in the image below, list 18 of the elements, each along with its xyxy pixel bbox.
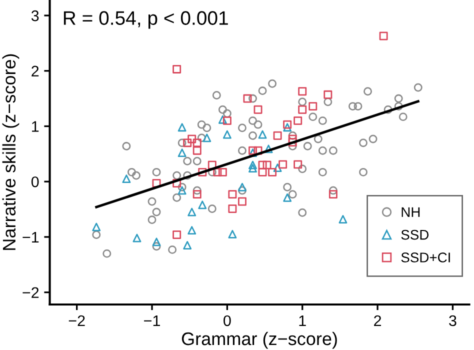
x-tick-label: 0 [224,315,231,326]
x-tick-label: −1 [144,315,160,326]
legend-label: SSD+CI [401,252,450,262]
y-axis-title: Narrative skills (z−score) [2,54,20,250]
y-tick-label: 1 [32,121,39,132]
x-tick-label: 3 [449,315,456,326]
y-tick-label: 0 [31,176,39,188]
legend-label: SSD [401,230,429,240]
x-tick-label: 1 [299,315,306,326]
legend-label: NH [402,207,420,217]
x-tick-label: 2 [374,315,382,326]
y-tick-label: −1 [22,232,39,242]
y-tick-label: −2 [22,287,39,298]
annotation: R = 0.54, p < 0.001 [64,11,228,29]
x-axis-title: Grammar (z−score) [182,332,337,349]
x-tick-label: −2 [68,315,85,326]
y-tick-label: 2 [32,66,39,76]
y-tick-label: 3 [31,10,39,22]
